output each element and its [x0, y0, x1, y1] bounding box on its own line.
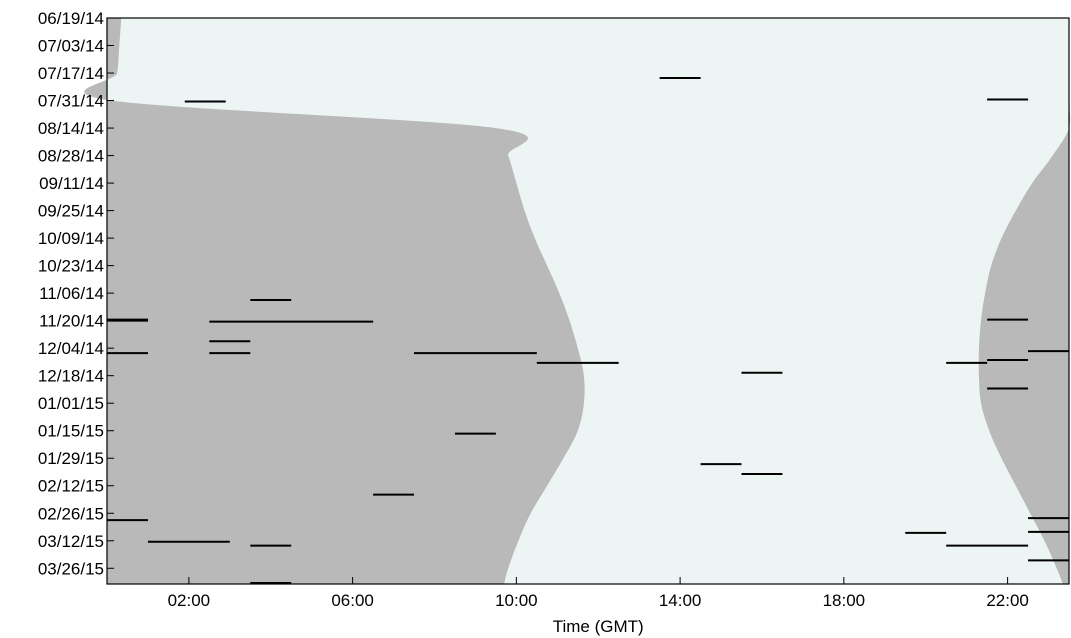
y-tick-label: 11/20/14 — [39, 312, 104, 331]
x-tick-label: 22:00 — [986, 591, 1029, 610]
x-tick-label: 02:00 — [168, 591, 211, 610]
night-region-early — [84, 18, 585, 584]
y-tick-label: 02/12/15 — [38, 477, 104, 496]
y-tick-label: 02/26/15 — [38, 504, 104, 523]
x-tick-label: 10:00 — [495, 591, 538, 610]
x-tick-label: 14:00 — [659, 591, 702, 610]
y-tick-label: 07/03/14 — [38, 37, 104, 56]
x-axis-title: Time (GMT) — [553, 617, 644, 636]
y-tick-label: 09/11/14 — [39, 174, 104, 193]
y-tick-label: 07/31/14 — [38, 92, 104, 111]
y-tick-label: 10/23/14 — [38, 257, 104, 276]
night-region-late — [978, 18, 1071, 584]
y-tick-label: 01/15/15 — [38, 422, 104, 441]
y-tick-label: 12/04/14 — [38, 339, 104, 358]
y-tick-label: 10/09/14 — [38, 229, 104, 248]
activity-segments — [107, 76, 1069, 585]
y-tick-label: 07/17/14 — [38, 64, 104, 83]
x-tick-label: 06:00 — [331, 591, 374, 610]
plot-background — [84, 18, 1071, 584]
y-tick-label: 08/28/14 — [38, 147, 104, 166]
plot-frame — [106, 17, 1070, 585]
y-tick-label: 06/19/14 — [38, 9, 104, 28]
y-axis: 06/19/14 07/03/14 07/17/14 07/31/14 08/14/14… — [38, 9, 114, 578]
y-tick-label: 01/29/15 — [38, 449, 104, 468]
y-tick-label: 03/26/15 — [38, 559, 104, 578]
x-tick-label: 18:00 — [823, 591, 866, 610]
y-tick-label: 09/25/14 — [38, 202, 104, 221]
y-tick-label: 11/06/14 — [39, 284, 104, 303]
y-tick-label: 12/18/14 — [38, 367, 104, 386]
y-tick-label: 08/14/14 — [38, 119, 104, 138]
y-tick-label: 01/01/15 — [38, 394, 104, 413]
x-axis: 02:00 06:00 10:00 14:00 18:00 22:00 — [168, 577, 1029, 610]
y-tick-label: 03/12/15 — [38, 532, 104, 551]
